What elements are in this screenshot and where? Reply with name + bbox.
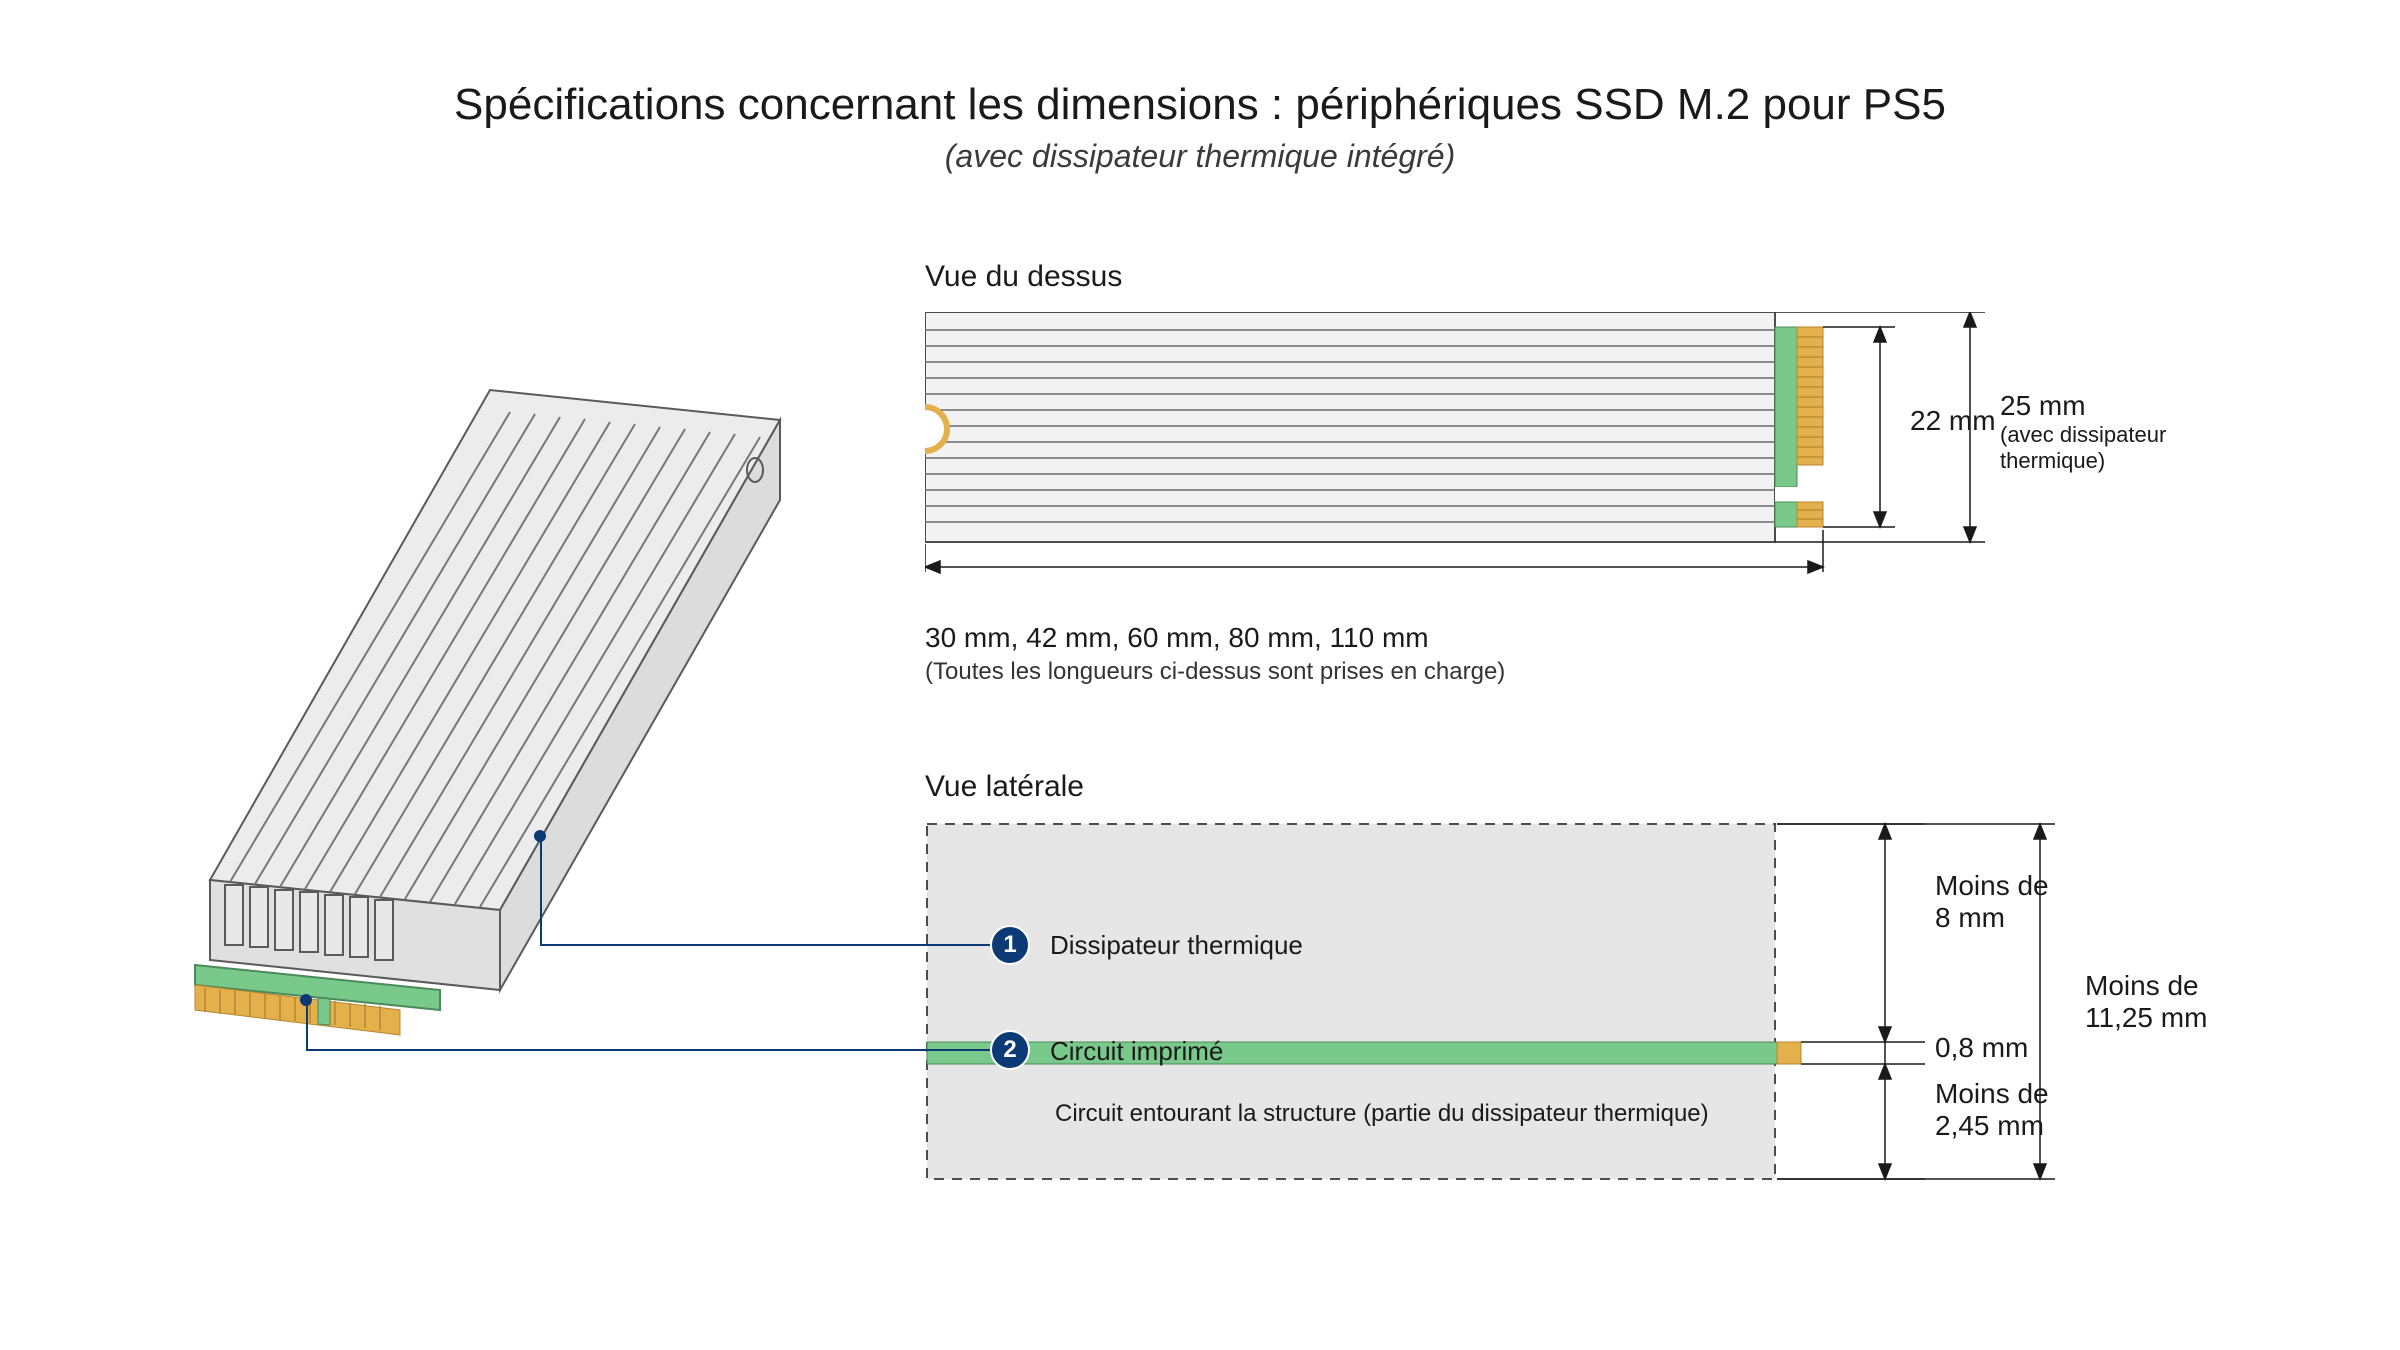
dim-8mm: 8 mm [1935,902,2049,934]
callout-2-circle: 2 [990,1030,1030,1070]
dim-1125: 11,25 mm [2085,1002,2207,1034]
lengths-line: 30 mm, 42 mm, 60 mm, 80 mm, 110 mm [925,622,2265,654]
page-title: Spécifications concernant les dimensions… [0,80,2400,130]
dim-245-prefix: Moins de [1935,1078,2049,1110]
dim-22mm: 22 mm [1910,405,1996,437]
side-view-heading: Vue latérale [925,770,2285,804]
leader-2h [306,1049,990,1051]
dim-1125-prefix: Moins de [2085,970,2207,1002]
top-view: Vue du dessus [925,260,2265,686]
title-block: Spécifications concernant les dimensions… [0,80,2400,175]
side-under-label: Circuit entourant la structure (partie d… [1055,1100,1709,1128]
leader-1h [540,944,990,946]
page-subtitle: (avec dissipateur thermique intégré) [0,138,2400,175]
callout-2-label: Circuit imprimé [1050,1036,1223,1067]
dim-8mm-prefix: Moins de [1935,870,2049,902]
callout-1-num: 1 [1003,931,1016,959]
dim-25mm-note: (avec dissipateur thermique) [2000,422,2265,474]
leader-dot-2 [300,994,312,1006]
leader-2v [306,1000,308,1051]
isometric-ssd [100,370,820,1090]
callout-1-circle: 1 [990,925,1030,965]
callout-2-num: 2 [1003,1036,1016,1064]
lengths-note: (Toutes les longueurs ci-dessus sont pri… [925,658,2265,686]
leader-dot-1 [534,830,546,842]
side-view: Vue latérale [925,770,2285,1217]
dim-245: 2,45 mm [1935,1110,2049,1142]
callout-1-label: Dissipateur thermique [1050,930,1303,961]
dim-pcb: 0,8 mm [1935,1032,2028,1064]
leader-1v [540,836,542,946]
side-view-diagram [925,822,2285,1212]
top-view-heading: Vue du dessus [925,260,2265,294]
dim-25mm: 25 mm [2000,390,2265,422]
